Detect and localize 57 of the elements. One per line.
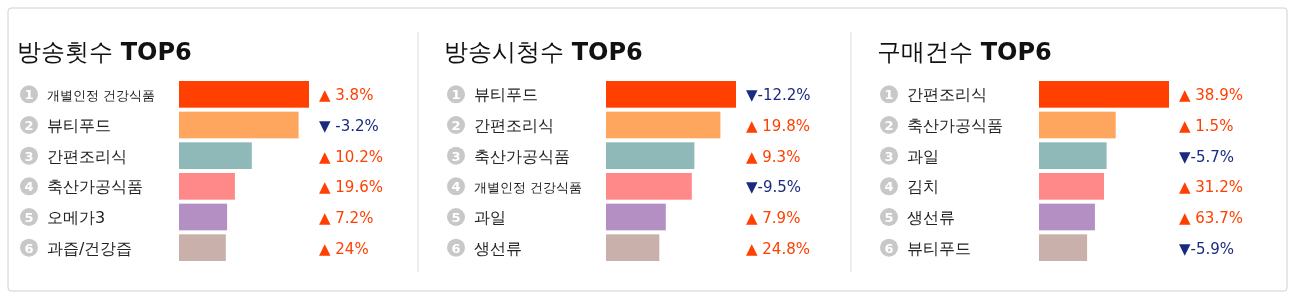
text: ▲ 63.7%: [1179, 209, 1243, 227]
text: ▲ 31.2%: [1179, 178, 1243, 197]
text: ▲ 38.9%: [1179, 86, 1243, 105]
bar: [1039, 111, 1116, 139]
bar: [179, 111, 299, 139]
y-tick-label: 과일: [907, 146, 939, 166]
text: ▲ 3.8%: [319, 86, 374, 105]
bar: [606, 172, 692, 200]
y-tick-label: 생선류: [907, 208, 955, 227]
bar: [179, 234, 226, 261]
text: ▼ -3.2%: [319, 117, 379, 135]
bar: [1039, 203, 1095, 231]
y-tick-label: 뷰티푸드: [474, 85, 538, 105]
text: ▲ 24%: [319, 239, 369, 258]
bar: [1039, 172, 1104, 200]
y-tick-label: 개별인정 건강식품: [47, 88, 156, 104]
bar: [606, 203, 666, 231]
y-tick-label: 김치: [907, 177, 939, 197]
bar: [606, 81, 736, 108]
chart-title: 방송시청수 TOP6: [444, 38, 643, 66]
y-tick-label: 뷰티푸드: [907, 238, 971, 258]
text: ▲ 24.8%: [746, 239, 810, 258]
text: ▲ 19.8%: [746, 117, 810, 135]
y-tick-label: 생선류: [474, 238, 522, 258]
bar: [1039, 81, 1169, 108]
text: ▼-9.5%: [746, 178, 802, 197]
bar: [606, 234, 660, 261]
y-tick-label: 간편조리식: [47, 146, 127, 166]
bar: [179, 203, 228, 231]
text: ▲ 19.6%: [319, 178, 383, 197]
bar: [1039, 142, 1107, 170]
y-tick-label: 축산가공식품: [474, 146, 570, 166]
y-tick-label: 뷰티푸드: [47, 116, 111, 135]
y-tick-label: 간편조리식: [907, 85, 987, 105]
text: ▼-5.7%: [1179, 147, 1235, 166]
text: ▲ 9.3%: [746, 147, 801, 166]
bar: [606, 142, 695, 170]
text: ▼-5.9%: [1179, 239, 1235, 258]
bar: [606, 111, 721, 139]
text: ▲ 7.2%: [319, 209, 374, 227]
y-tick-label: 오메가3: [47, 208, 106, 227]
text: ▲ 7.9%: [746, 209, 801, 227]
y-tick-label: 과일: [474, 208, 506, 227]
y-tick-label: 축산가공식품: [907, 116, 1003, 135]
chart-title: 방송횟수 TOP6: [17, 38, 192, 66]
bar: [179, 142, 252, 170]
bar: [179, 172, 235, 200]
chart-title: 구매건수 TOP6: [877, 38, 1052, 66]
y-tick-label: 축산가공식품: [47, 177, 143, 197]
text: ▼-12.2%: [746, 86, 811, 105]
text: ▲ 1.5%: [1179, 117, 1234, 135]
text: ▲ 10.2%: [319, 147, 383, 166]
bar: [179, 81, 309, 108]
bar: [1039, 234, 1088, 261]
y-tick-label: 간편조리식: [474, 116, 554, 135]
y-tick-label: 개별인정 건강식품: [474, 180, 583, 196]
y-tick-label: 과즙/건강즙: [47, 238, 133, 258]
